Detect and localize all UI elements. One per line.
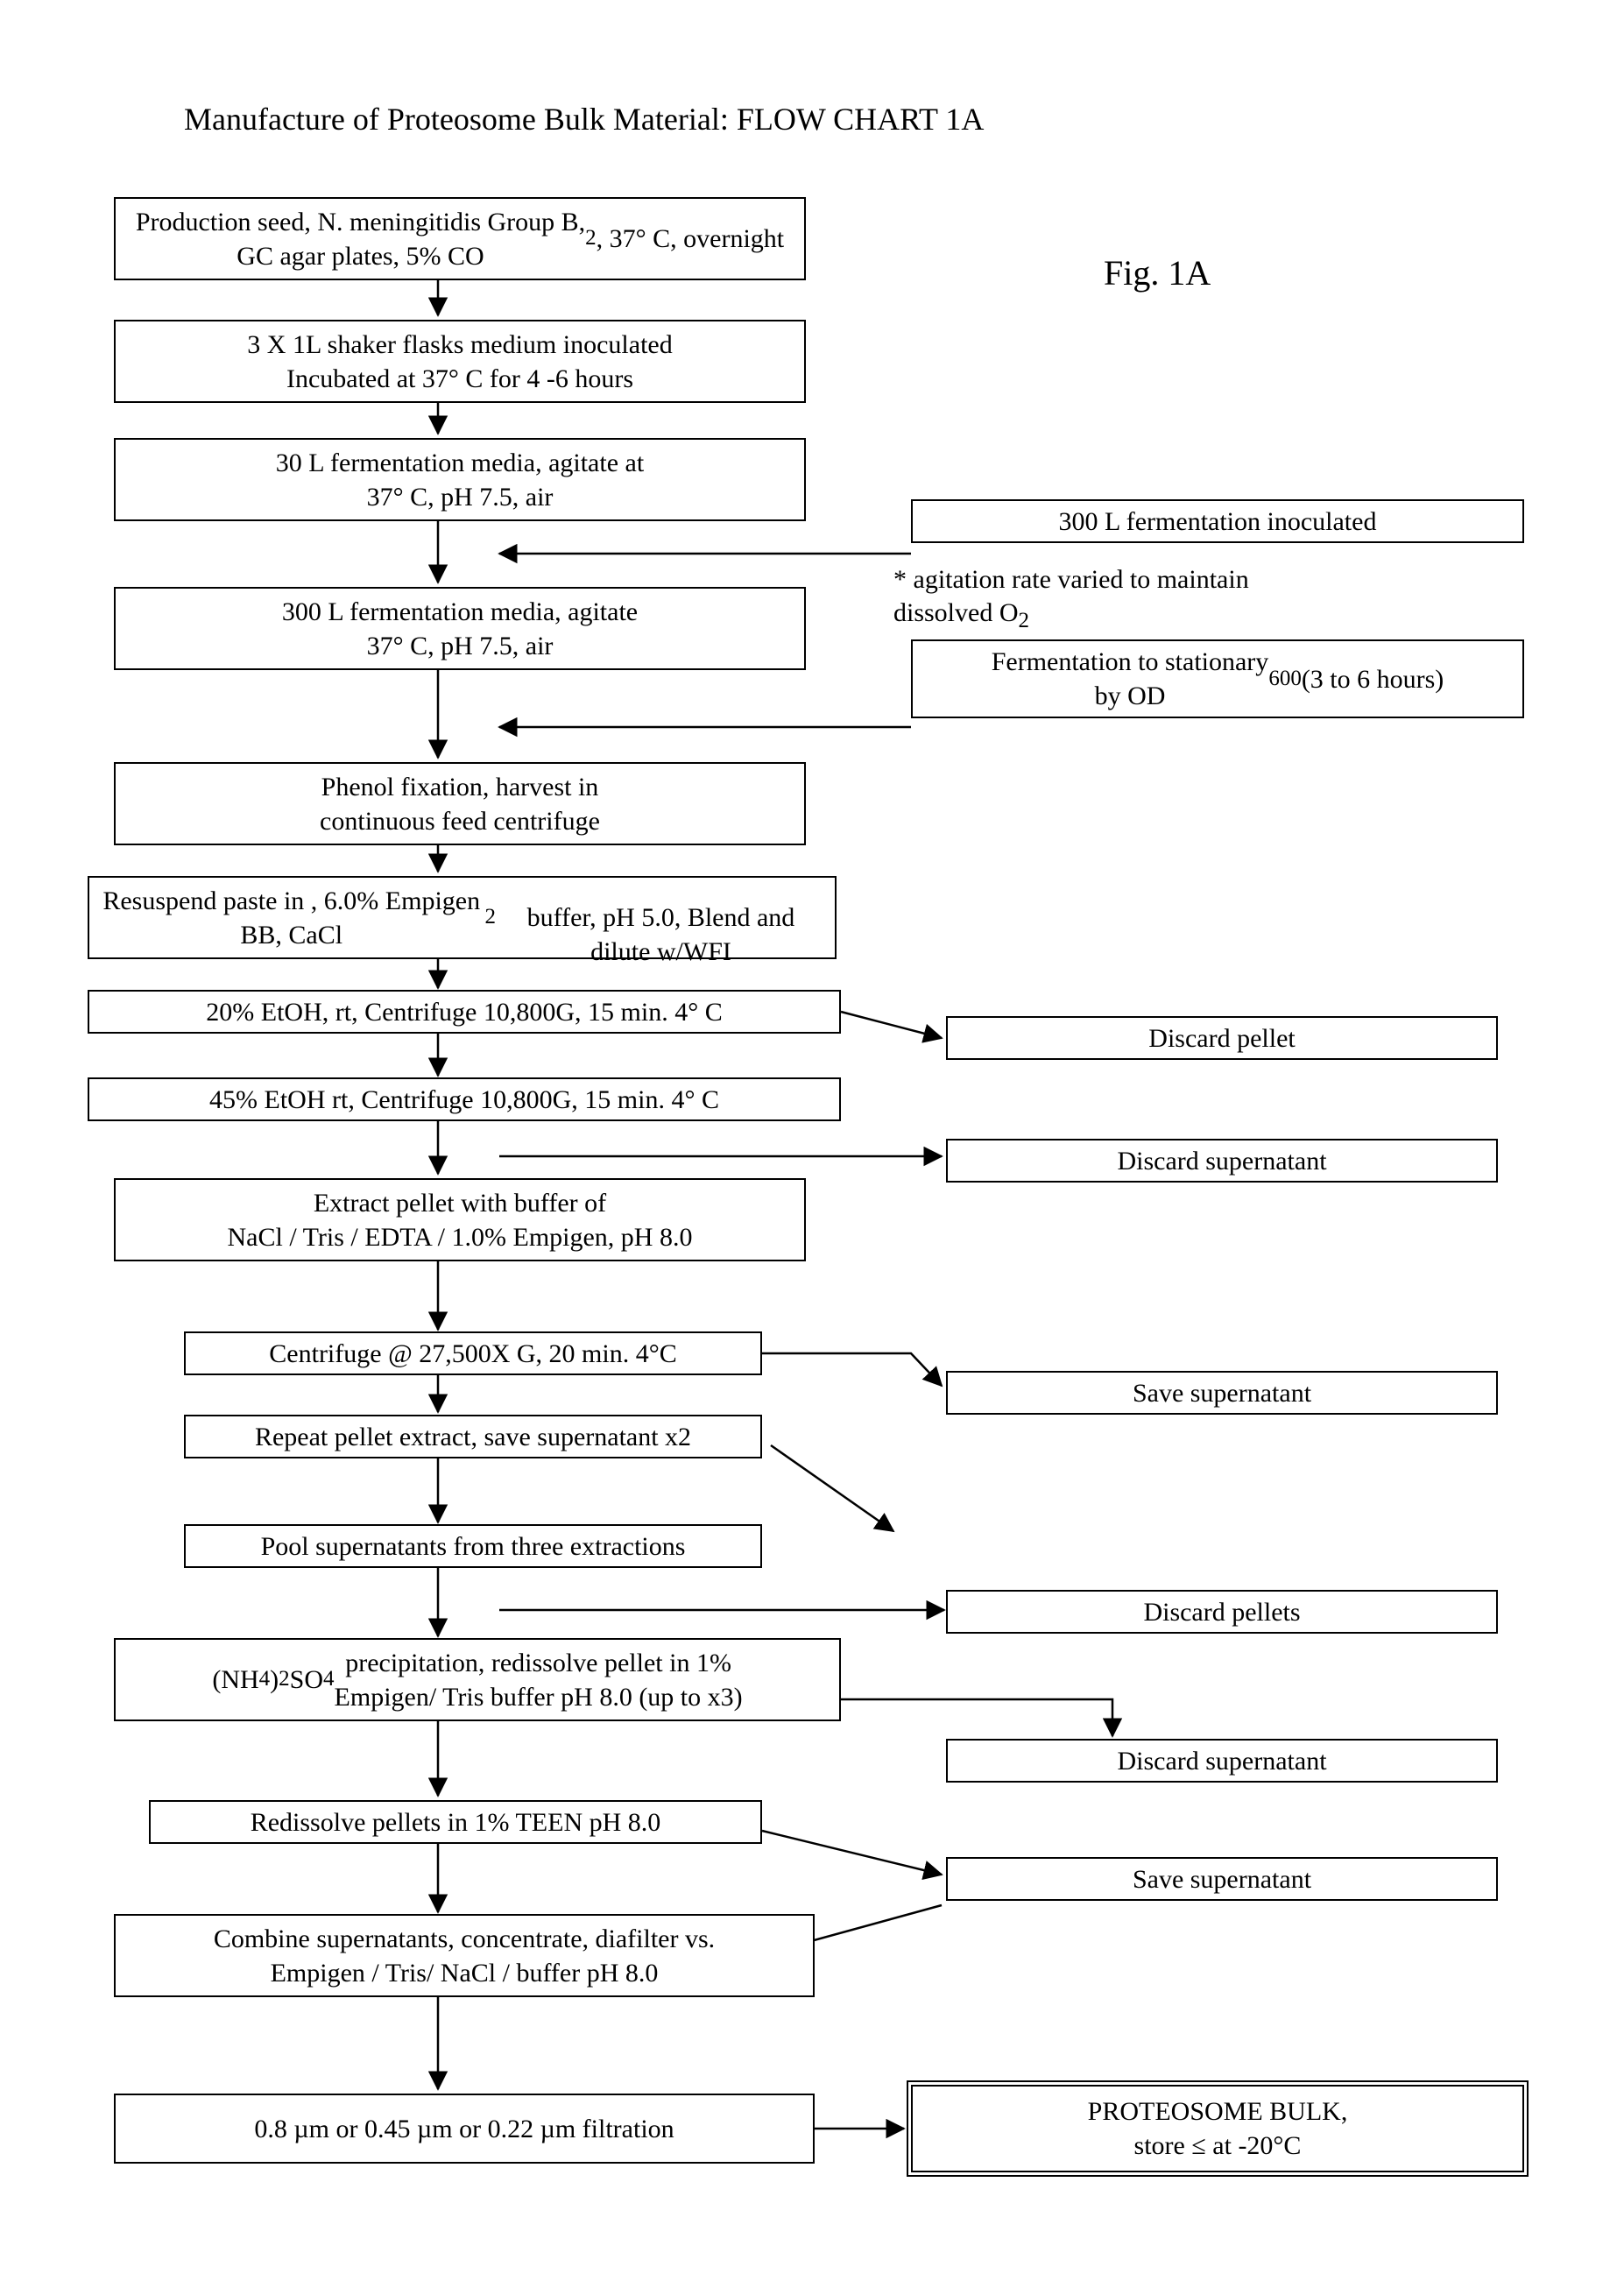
flow-box-b2: 3 X 1L shaker flasks medium inoculatedIn… — [114, 320, 806, 403]
flow-box-b6: Resuspend paste in , 6.0% Empigen BB, Ca… — [88, 876, 837, 959]
flow-box-b3: 30 L fermentation media, agitate at37° C… — [114, 438, 806, 521]
chart-title: Manufacture of Proteosome Bulk Material:… — [184, 101, 984, 138]
flow-box-b7: 20% EtOH, rt, Centrifuge 10,800G, 15 min… — [88, 990, 841, 1034]
flow-box-r5: Save supernatant — [946, 1371, 1498, 1415]
flow-box-b12: Pool supernatants from three extractions — [184, 1524, 762, 1568]
flow-box-b8: 45% EtOH rt, Centrifuge 10,800G, 15 min.… — [88, 1077, 841, 1121]
flow-box-b16: 0.8 µm or 0.45 µm or 0.22 µm filtration — [114, 2094, 815, 2164]
flow-box-b11: Repeat pellet extract, save supernatant … — [184, 1415, 762, 1458]
flow-box-b5: Phenol fixation, harvest incontinuous fe… — [114, 762, 806, 845]
flow-box-b9: Extract pellet with buffer ofNaCl / Tris… — [114, 1178, 806, 1261]
flow-box-r7: Discard supernatant — [946, 1739, 1498, 1783]
flow-box-r4: Discard supernatant — [946, 1139, 1498, 1183]
figure-label: Fig. 1A — [1104, 252, 1211, 293]
agitation-note: * agitation rate varied to maintaindisso… — [893, 563, 1249, 634]
flow-box-b14: Redissolve pellets in 1% TEEN pH 8.0 — [149, 1800, 762, 1844]
flow-box-r2: Fermentation to stationaryby OD600 (3 to… — [911, 639, 1524, 718]
flow-box-r3: Discard pellet — [946, 1016, 1498, 1060]
flow-box-b4: 300 L fermentation media, agitate37° C, … — [114, 587, 806, 670]
flow-box-b15: Combine supernatants, concentrate, diafi… — [114, 1914, 815, 1997]
flow-box-b13: (NH4)2SO4 precipitation, redissolve pell… — [114, 1638, 841, 1721]
flow-box-r9: PROTEOSOME BULK,store ≤ at -20°C — [911, 2085, 1524, 2172]
flow-box-b10: Centrifuge @ 27,500X G, 20 min. 4°C — [184, 1331, 762, 1375]
flow-box-b1: Production seed, N. meningitidis Group B… — [114, 197, 806, 280]
flow-box-r6: Discard pellets — [946, 1590, 1498, 1634]
flow-box-r1: 300 L fermentation inoculated — [911, 499, 1524, 543]
flow-box-r8: Save supernatant — [946, 1857, 1498, 1901]
flowchart-canvas: Manufacture of Proteosome Bulk Material:… — [0, 0, 1624, 2288]
